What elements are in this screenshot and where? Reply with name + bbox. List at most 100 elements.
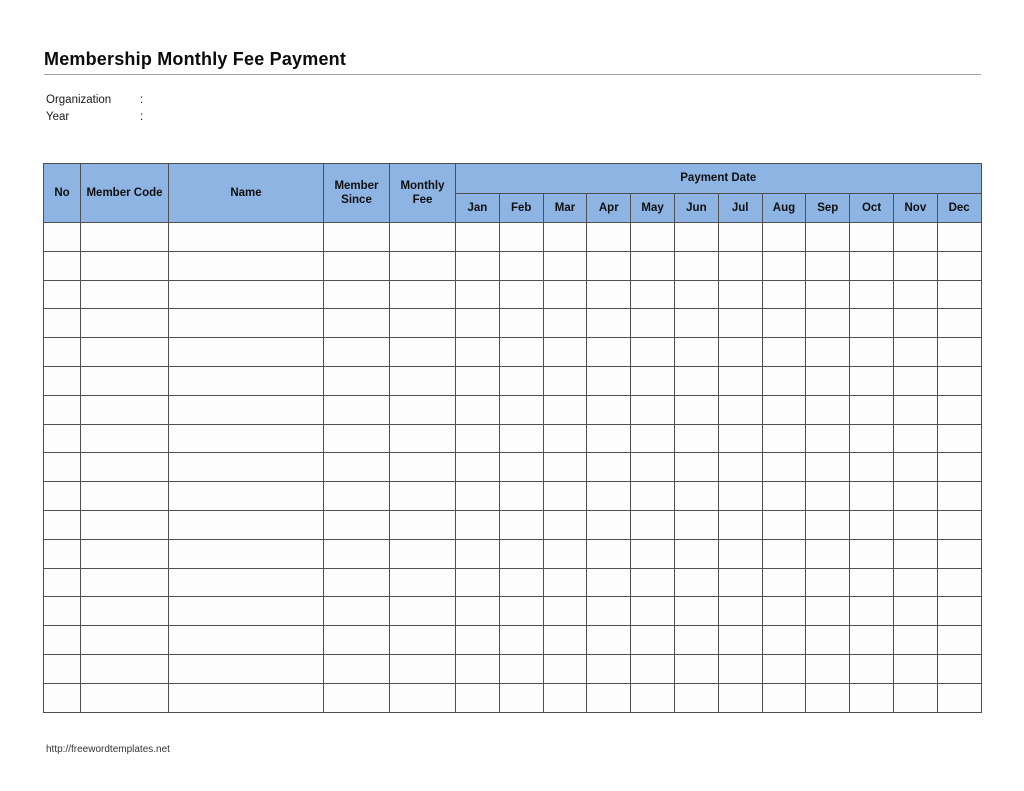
cell-dec[interactable] [936,509,982,540]
cell-monthly-fee[interactable] [389,279,456,310]
cell-jul[interactable] [717,423,763,454]
cell-dec[interactable] [936,337,982,367]
cell-jan[interactable] [455,279,500,310]
cell-nov[interactable] [892,423,938,454]
cell-aug[interactable] [761,538,807,569]
cell-jun[interactable] [673,682,719,713]
cell-mar[interactable] [542,567,588,598]
cell-mar[interactable] [542,509,588,540]
cell-jul[interactable] [717,682,763,713]
cell-aug[interactable] [761,308,807,339]
cell-no[interactable] [43,423,81,454]
cell-monthly-fee[interactable] [389,625,456,655]
cell-no[interactable] [43,682,81,713]
cell-jun[interactable] [673,452,719,483]
cell-jul[interactable] [717,625,763,655]
cell-no[interactable] [43,653,81,684]
cell-apr[interactable] [586,279,632,310]
cell-jan[interactable] [455,538,500,569]
cell-aug[interactable] [761,596,807,627]
cell-jan[interactable] [455,625,500,655]
cell-aug[interactable] [761,682,807,713]
cell-nov[interactable] [892,365,938,396]
cell-may[interactable] [630,538,675,569]
cell-apr[interactable] [586,509,632,540]
cell-no[interactable] [43,481,81,511]
cell-mar[interactable] [542,625,588,655]
cell-apr[interactable] [586,596,632,627]
cell-name[interactable] [168,394,324,425]
cell-feb[interactable] [498,394,544,425]
cell-no[interactable] [43,250,81,281]
cell-nov[interactable] [892,481,938,511]
cell-sep[interactable] [805,337,851,367]
cell-feb[interactable] [498,538,544,569]
cell-jan[interactable] [455,682,500,713]
cell-monthly-fee[interactable] [389,394,456,425]
cell-sep[interactable] [805,481,851,511]
cell-apr[interactable] [586,423,632,454]
cell-apr[interactable] [586,308,632,339]
cell-name[interactable] [168,365,324,396]
cell-dec[interactable] [936,394,982,425]
cell-oct[interactable] [849,653,894,684]
cell-may[interactable] [630,423,675,454]
cell-oct[interactable] [849,481,894,511]
cell-no[interactable] [43,538,81,569]
cell-monthly-fee[interactable] [389,222,456,252]
cell-mar[interactable] [542,337,588,367]
cell-feb[interactable] [498,481,544,511]
cell-dec[interactable] [936,481,982,511]
cell-member-code[interactable] [80,365,169,396]
cell-no[interactable] [43,337,81,367]
cell-apr[interactable] [586,222,632,252]
cell-jun[interactable] [673,538,719,569]
cell-feb[interactable] [498,596,544,627]
cell-monthly-fee[interactable] [389,452,456,483]
cell-may[interactable] [630,625,675,655]
cell-nov[interactable] [892,394,938,425]
cell-feb[interactable] [498,308,544,339]
cell-member-since[interactable] [323,279,390,310]
cell-sep[interactable] [805,452,851,483]
cell-nov[interactable] [892,567,938,598]
cell-feb[interactable] [498,423,544,454]
cell-jan[interactable] [455,567,500,598]
cell-jan[interactable] [455,394,500,425]
cell-monthly-fee[interactable] [389,596,456,627]
cell-may[interactable] [630,394,675,425]
cell-oct[interactable] [849,250,894,281]
cell-member-code[interactable] [80,222,169,252]
cell-jan[interactable] [455,481,500,511]
cell-mar[interactable] [542,308,588,339]
cell-member-code[interactable] [80,509,169,540]
cell-jan[interactable] [455,509,500,540]
cell-member-code[interactable] [80,682,169,713]
cell-oct[interactable] [849,423,894,454]
cell-member-code[interactable] [80,308,169,339]
cell-name[interactable] [168,222,324,252]
cell-sep[interactable] [805,682,851,713]
cell-may[interactable] [630,250,675,281]
cell-apr[interactable] [586,337,632,367]
cell-jul[interactable] [717,250,763,281]
cell-aug[interactable] [761,423,807,454]
cell-nov[interactable] [892,653,938,684]
cell-oct[interactable] [849,567,894,598]
cell-member-code[interactable] [80,481,169,511]
cell-member-since[interactable] [323,394,390,425]
cell-may[interactable] [630,222,675,252]
cell-aug[interactable] [761,394,807,425]
cell-name[interactable] [168,596,324,627]
cell-monthly-fee[interactable] [389,308,456,339]
cell-jun[interactable] [673,250,719,281]
cell-mar[interactable] [542,481,588,511]
cell-oct[interactable] [849,596,894,627]
cell-apr[interactable] [586,538,632,569]
cell-oct[interactable] [849,222,894,252]
cell-member-code[interactable] [80,653,169,684]
cell-nov[interactable] [892,596,938,627]
cell-no[interactable] [43,567,81,598]
cell-jun[interactable] [673,596,719,627]
cell-may[interactable] [630,279,675,310]
